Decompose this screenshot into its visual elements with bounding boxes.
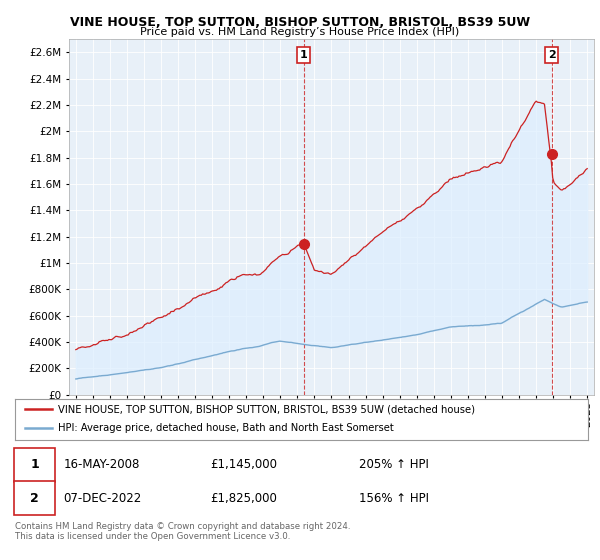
Text: VINE HOUSE, TOP SUTTON, BISHOP SUTTON, BRISTOL, BS39 5UW (detached house): VINE HOUSE, TOP SUTTON, BISHOP SUTTON, B… (58, 404, 475, 414)
Text: This data is licensed under the Open Government Licence v3.0.: This data is licensed under the Open Gov… (15, 532, 290, 541)
Text: HPI: Average price, detached house, Bath and North East Somerset: HPI: Average price, detached house, Bath… (58, 423, 394, 433)
Text: 205% ↑ HPI: 205% ↑ HPI (359, 458, 428, 472)
Text: 156% ↑ HPI: 156% ↑ HPI (359, 492, 429, 505)
FancyBboxPatch shape (14, 481, 55, 515)
Text: Contains HM Land Registry data © Crown copyright and database right 2024.: Contains HM Land Registry data © Crown c… (15, 522, 350, 531)
Text: 2: 2 (30, 492, 39, 505)
Text: 07-DEC-2022: 07-DEC-2022 (64, 492, 142, 505)
Text: 1: 1 (300, 50, 308, 60)
Text: VINE HOUSE, TOP SUTTON, BISHOP SUTTON, BRISTOL, BS39 5UW: VINE HOUSE, TOP SUTTON, BISHOP SUTTON, B… (70, 16, 530, 29)
Text: 2: 2 (548, 50, 556, 60)
Text: £1,825,000: £1,825,000 (210, 492, 277, 505)
Text: 1: 1 (30, 458, 39, 472)
Text: 16-MAY-2008: 16-MAY-2008 (64, 458, 140, 472)
FancyBboxPatch shape (14, 448, 55, 482)
Text: Price paid vs. HM Land Registry’s House Price Index (HPI): Price paid vs. HM Land Registry’s House … (140, 27, 460, 37)
Text: £1,145,000: £1,145,000 (210, 458, 277, 472)
